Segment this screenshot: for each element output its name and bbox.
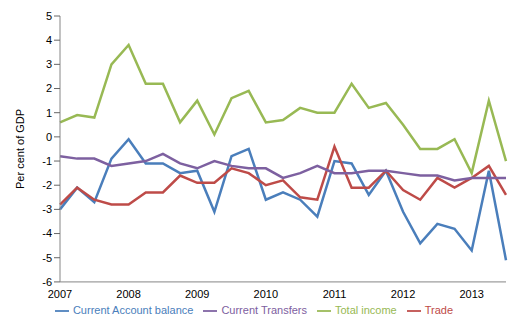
html-text:Current Account balance: Current Account balance [72,303,194,316]
svg-text:-2: -2 [42,179,52,191]
svg-text:4: 4 [46,34,52,46]
svg-text:2007: 2007 [48,288,72,300]
svg-text:2: 2 [46,82,52,94]
svg-text:0: 0 [46,131,52,143]
html-text:Total income: Total income [335,303,397,316]
svg-text:-6: -6 [42,276,52,288]
svg-text:-1: -1 [42,155,52,167]
svg-text:2008: 2008 [116,288,140,300]
svg-text:Per cent of GDP: Per cent of GDP [14,109,26,189]
svg-text:3: 3 [46,58,52,70]
svg-text:2013: 2013 [459,288,483,300]
svg-text:2010: 2010 [254,288,278,300]
svg-text:1: 1 [46,107,52,119]
svg-text:-3: -3 [42,203,52,215]
html-text:Current Transfers: Current Transfers [221,303,307,316]
svg-text:2012: 2012 [391,288,415,300]
svg-text:2011: 2011 [323,288,347,300]
svg-text:-4: -4 [42,227,52,239]
svg-text:5: 5 [46,10,52,22]
html-text:Trade: Trade [424,303,454,316]
svg-text:2009: 2009 [185,288,209,300]
svg-text:-5: -5 [42,252,52,264]
